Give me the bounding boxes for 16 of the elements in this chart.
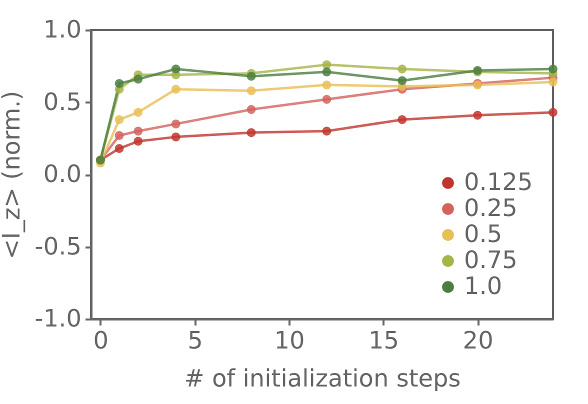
legend-label: 0.75 [464, 246, 518, 274]
legend-label: 1.0 [464, 272, 502, 300]
y-tick-label: 0.0 [43, 160, 82, 188]
y-tick-label: 1.0 [43, 16, 82, 44]
y-tick-label: -0.5 [34, 232, 82, 260]
x-tick-label: 0 [93, 326, 109, 354]
x-tick-label: 5 [188, 326, 203, 354]
legend-label: 0.125 [464, 168, 533, 196]
x-tick-label: 20 [462, 326, 494, 354]
x-tick-label: 15 [368, 326, 400, 354]
y-tick-label: -1.0 [34, 304, 82, 332]
x-tick-label: 10 [274, 326, 305, 354]
y-tick-label: 0.5 [43, 88, 82, 116]
legend-label: 0.25 [464, 194, 518, 222]
legend-label: 0.5 [464, 220, 502, 248]
y-axis-title: <I_z> (norm.) [0, 90, 26, 260]
